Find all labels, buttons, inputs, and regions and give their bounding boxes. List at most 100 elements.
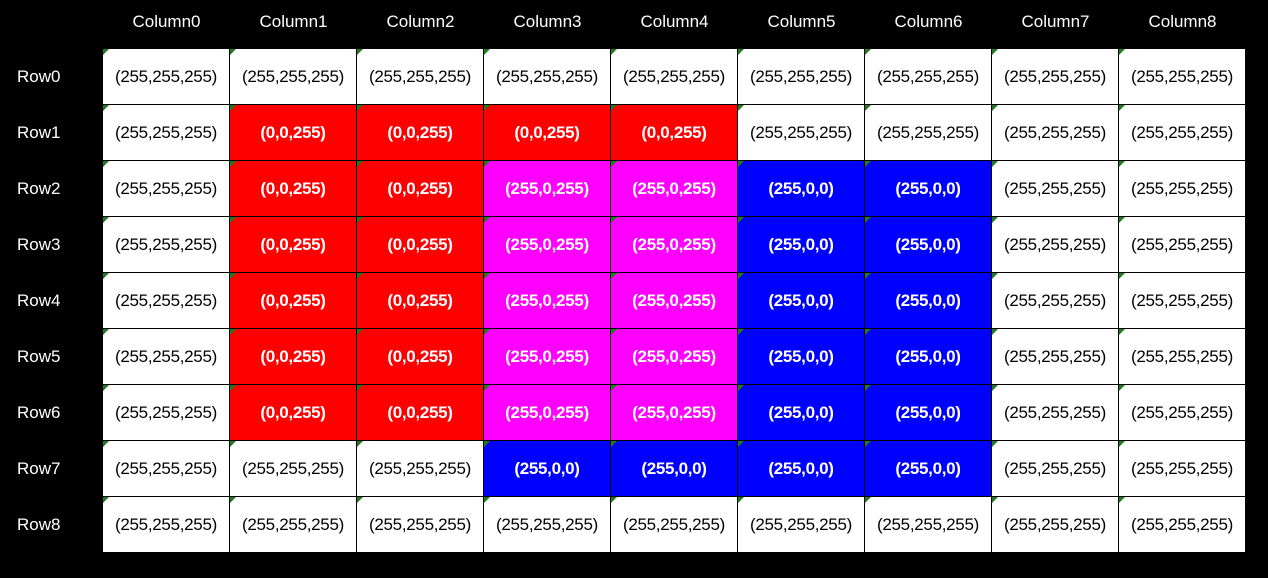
grid-cell[interactable]: (255,255,255) bbox=[230, 497, 357, 553]
grid-cell[interactable]: (255,255,255) bbox=[992, 441, 1119, 497]
grid-cell[interactable]: (255,0,255) bbox=[611, 161, 738, 217]
grid-cell[interactable]: (255,255,255) bbox=[992, 105, 1119, 161]
grid-cell[interactable]: (255,255,255) bbox=[103, 105, 230, 161]
grid-cell[interactable]: (255,255,255) bbox=[611, 49, 738, 105]
grid-cell[interactable]: (255,255,255) bbox=[103, 217, 230, 273]
grid-cell[interactable]: (255,0,0) bbox=[738, 161, 865, 217]
grid-cell[interactable]: (255,255,255) bbox=[738, 497, 865, 553]
grid-cell[interactable]: (255,255,255) bbox=[484, 49, 611, 105]
grid-cell[interactable]: (0,0,255) bbox=[357, 385, 484, 441]
grid-cell[interactable]: (255,0,255) bbox=[484, 273, 611, 329]
grid-cell[interactable]: (0,0,255) bbox=[357, 273, 484, 329]
grid-cell[interactable]: (255,0,0) bbox=[865, 329, 992, 385]
grid-cell[interactable]: (255,0,0) bbox=[738, 441, 865, 497]
grid-cell[interactable]: (255,255,255) bbox=[992, 497, 1119, 553]
grid-cell[interactable]: (255,0,255) bbox=[611, 273, 738, 329]
grid-cell[interactable]: (255,255,255) bbox=[865, 49, 992, 105]
grid-cell[interactable]: (0,0,255) bbox=[230, 329, 357, 385]
grid-cell[interactable]: (255,255,255) bbox=[992, 49, 1119, 105]
grid-cell[interactable]: (255,0,0) bbox=[611, 441, 738, 497]
grid-cell[interactable]: (255,255,255) bbox=[103, 441, 230, 497]
grid-cell[interactable]: (255,0,255) bbox=[611, 329, 738, 385]
grid-cell[interactable]: (255,255,255) bbox=[103, 49, 230, 105]
column-header[interactable]: Column2 bbox=[386, 12, 455, 31]
grid-cell[interactable]: (255,255,255) bbox=[738, 49, 865, 105]
row-header[interactable]: Row4 bbox=[17, 291, 61, 310]
column-header[interactable]: Column6 bbox=[894, 12, 963, 31]
grid-cell[interactable]: (0,0,255) bbox=[357, 217, 484, 273]
column-header[interactable]: Column0 bbox=[132, 12, 201, 31]
grid-cell[interactable]: (255,255,255) bbox=[992, 161, 1119, 217]
grid-cell[interactable]: (0,0,255) bbox=[357, 105, 484, 161]
grid-cell[interactable]: (255,255,255) bbox=[484, 497, 611, 553]
grid-cell[interactable]: (255,255,255) bbox=[1119, 105, 1246, 161]
grid-cell[interactable]: (255,255,255) bbox=[1119, 217, 1246, 273]
grid-cell[interactable]: (255,0,0) bbox=[484, 441, 611, 497]
column-header[interactable]: Column3 bbox=[513, 12, 582, 31]
grid-cell[interactable]: (255,255,255) bbox=[992, 329, 1119, 385]
cell-value: (255,255,255) bbox=[750, 66, 852, 86]
grid-cell[interactable]: (255,255,255) bbox=[992, 217, 1119, 273]
grid-cell[interactable]: (255,255,255) bbox=[357, 49, 484, 105]
grid-cell[interactable]: (255,0,0) bbox=[865, 161, 992, 217]
grid-cell[interactable]: (255,0,255) bbox=[484, 161, 611, 217]
grid-cell[interactable]: (255,255,255) bbox=[1119, 385, 1246, 441]
row-header[interactable]: Row6 bbox=[17, 403, 61, 422]
grid-cell[interactable]: (255,0,0) bbox=[738, 385, 865, 441]
column-header[interactable]: Column5 bbox=[767, 12, 836, 31]
grid-cell[interactable]: (255,255,255) bbox=[611, 497, 738, 553]
grid-cell[interactable]: (255,255,255) bbox=[103, 161, 230, 217]
grid-cell[interactable]: (0,0,255) bbox=[357, 329, 484, 385]
row-header[interactable]: Row3 bbox=[17, 235, 61, 254]
grid-cell[interactable]: (255,0,0) bbox=[865, 273, 992, 329]
grid-cell[interactable]: (255,255,255) bbox=[357, 497, 484, 553]
row-header[interactable]: Row0 bbox=[17, 67, 61, 86]
grid-cell[interactable]: (255,0,0) bbox=[738, 217, 865, 273]
row-header[interactable]: Row2 bbox=[17, 179, 61, 198]
row-header[interactable]: Row1 bbox=[17, 123, 61, 142]
grid-cell[interactable]: (255,0,0) bbox=[738, 273, 865, 329]
grid-cell[interactable]: (255,255,255) bbox=[1119, 273, 1246, 329]
grid-cell[interactable]: (255,0,0) bbox=[865, 441, 992, 497]
grid-cell[interactable]: (255,0,255) bbox=[484, 385, 611, 441]
grid-cell[interactable]: (255,255,255) bbox=[738, 105, 865, 161]
grid-cell[interactable]: (255,255,255) bbox=[103, 273, 230, 329]
grid-cell[interactable]: (255,0,0) bbox=[865, 385, 992, 441]
grid-cell[interactable]: (255,255,255) bbox=[1119, 161, 1246, 217]
grid-cell[interactable]: (0,0,255) bbox=[230, 161, 357, 217]
column-header[interactable]: Column4 bbox=[640, 12, 709, 31]
row-header[interactable]: Row7 bbox=[17, 459, 61, 478]
grid-cell[interactable]: (255,255,255) bbox=[1119, 49, 1246, 105]
grid-cell[interactable]: (0,0,255) bbox=[484, 105, 611, 161]
grid-cell[interactable]: (255,0,0) bbox=[865, 217, 992, 273]
grid-cell[interactable]: (255,255,255) bbox=[992, 273, 1119, 329]
grid-cell[interactable]: (255,0,0) bbox=[738, 329, 865, 385]
row-header[interactable]: Row8 bbox=[17, 515, 61, 534]
grid-cell[interactable]: (255,255,255) bbox=[103, 385, 230, 441]
grid-cell[interactable]: (0,0,255) bbox=[357, 161, 484, 217]
grid-cell[interactable]: (255,255,255) bbox=[992, 385, 1119, 441]
column-header[interactable]: Column8 bbox=[1148, 12, 1217, 31]
row-header[interactable]: Row5 bbox=[17, 347, 61, 366]
grid-cell[interactable]: (255,255,255) bbox=[865, 497, 992, 553]
grid-cell[interactable]: (255,255,255) bbox=[230, 441, 357, 497]
grid-cell[interactable]: (0,0,255) bbox=[230, 105, 357, 161]
grid-cell[interactable]: (255,255,255) bbox=[103, 497, 230, 553]
grid-cell[interactable]: (255,255,255) bbox=[230, 49, 357, 105]
grid-cell[interactable]: (255,0,255) bbox=[484, 329, 611, 385]
column-header[interactable]: Column1 bbox=[259, 12, 328, 31]
grid-cell[interactable]: (255,0,255) bbox=[611, 217, 738, 273]
grid-cell[interactable]: (0,0,255) bbox=[230, 385, 357, 441]
grid-cell[interactable]: (255,255,255) bbox=[865, 105, 992, 161]
grid-cell[interactable]: (255,255,255) bbox=[1119, 441, 1246, 497]
grid-cell[interactable]: (255,255,255) bbox=[1119, 497, 1246, 553]
column-header[interactable]: Column7 bbox=[1021, 12, 1090, 31]
grid-cell[interactable]: (255,0,255) bbox=[611, 385, 738, 441]
grid-cell[interactable]: (255,255,255) bbox=[103, 329, 230, 385]
grid-cell[interactable]: (0,0,255) bbox=[230, 273, 357, 329]
grid-cell[interactable]: (0,0,255) bbox=[611, 105, 738, 161]
grid-cell[interactable]: (0,0,255) bbox=[230, 217, 357, 273]
grid-cell[interactable]: (255,0,255) bbox=[484, 217, 611, 273]
grid-cell[interactable]: (255,255,255) bbox=[357, 441, 484, 497]
grid-cell[interactable]: (255,255,255) bbox=[1119, 329, 1246, 385]
